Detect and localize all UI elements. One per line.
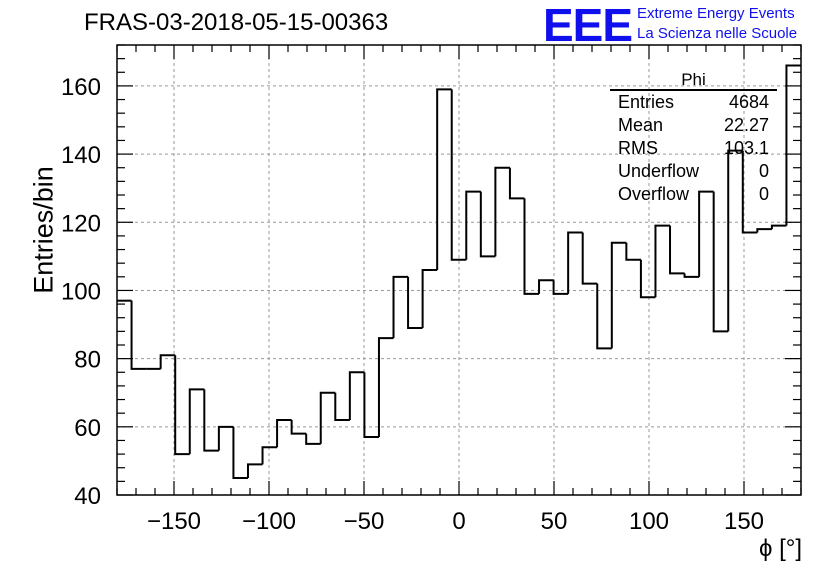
y-axis-label: Entries/bin [28, 166, 59, 294]
stats-row-overflow: Overflow 0 [610, 183, 777, 206]
histogram-bin [261, 446, 278, 465]
x-tick-label: −100 [242, 508, 296, 535]
histogram-bin [567, 231, 583, 294]
histogram-bin [348, 371, 365, 420]
stats-label: Mean [618, 115, 664, 135]
x-tick-label: 150 [724, 508, 764, 535]
y-tick-label: 40 [74, 483, 101, 510]
histogram-bin [508, 167, 525, 200]
x-tick-label: −150 [147, 508, 201, 535]
histogram-bin [203, 389, 219, 452]
x-tick-label: 0 [452, 508, 465, 535]
histogram-bin [421, 269, 438, 328]
histogram-bin [625, 242, 641, 261]
x-axis-label: ϕ [°] [758, 535, 802, 562]
histogram-bin [290, 420, 307, 435]
y-tick-label: 120 [61, 210, 101, 237]
x-tick-label: −50 [344, 508, 385, 535]
histogram-bin [523, 198, 540, 295]
stats-label: Overflow [618, 184, 690, 204]
axis-ticks [116, 44, 802, 496]
stats-title: Phi [610, 70, 777, 91]
histogram-bin [741, 150, 758, 234]
histogram-series [117, 64, 801, 479]
histogram-bin [217, 425, 234, 451]
tick-labels: −150 −100 −50 0 50 100 150 40 60 80 100 120 140 160 [61, 74, 764, 535]
histogram-bin [392, 275, 409, 339]
histogram-bin [479, 191, 496, 258]
histogram-bin [377, 337, 394, 438]
y-tick-label: 140 [61, 142, 101, 169]
logo-line-2: La Scienza nelle Scuole [637, 25, 798, 42]
histogram-bin [756, 228, 772, 233]
stats-row-rms: RMS 103.1 [610, 137, 777, 160]
histogram-bin [436, 88, 452, 270]
histogram-bin [232, 426, 248, 479]
x-tick-label: 50 [541, 508, 568, 535]
histogram-bin [159, 354, 176, 369]
y-tick-label: 60 [74, 415, 101, 442]
stats-label: Entries [618, 92, 675, 112]
y-tick-label: 80 [74, 347, 101, 374]
histogram-bin [319, 391, 336, 444]
y-tick-label: 160 [61, 74, 101, 101]
stats-row-underflow: Underflow 0 [610, 160, 777, 183]
histogram-bin [785, 64, 801, 226]
histogram-bin [596, 283, 612, 350]
stats-value: 103.1 [723, 138, 769, 158]
eee-logo: EEE [543, 0, 633, 51]
histogram-bin [246, 463, 263, 478]
y-tick-label: 100 [61, 278, 101, 305]
chart-title: FRAS-03-2018-05-15-00363 [84, 9, 389, 36]
histogram-bin [552, 280, 569, 295]
histogram-bin [610, 241, 627, 349]
stats-value: 22.27 [723, 115, 769, 135]
histogram-bin [581, 232, 598, 285]
logo-line-1: Extreme Energy Events [637, 5, 795, 22]
stats-value: 0 [758, 184, 769, 204]
histogram-bin [334, 392, 350, 421]
histogram-bin [407, 276, 423, 329]
histogram-bin [538, 279, 554, 294]
histogram-bin [712, 191, 729, 333]
stats-row-entries: Entries 4684 [610, 91, 777, 114]
stats-row-mean: Mean 22.27 [610, 114, 777, 137]
histogram-bin [450, 89, 467, 261]
histogram-bin [174, 355, 190, 456]
stats-label: RMS [618, 138, 658, 158]
histogram-bin [669, 225, 685, 275]
histogram-bin [130, 300, 147, 370]
histogram-bin [276, 419, 292, 448]
histogram-bin [363, 372, 379, 439]
stats-label: Underflow [618, 161, 700, 181]
histogram-bin [305, 433, 321, 445]
histogram-bin [494, 166, 510, 257]
grid [117, 45, 801, 496]
histogram-bin [770, 224, 787, 230]
histogram-bin [683, 273, 700, 278]
histogram-bin [639, 259, 656, 299]
histogram-bin [188, 388, 205, 455]
histogram-bin [465, 190, 481, 260]
x-tick-label: 100 [629, 508, 669, 535]
stats-value: 0 [758, 161, 769, 181]
histogram-bin [727, 149, 743, 332]
stats-box: Phi Entries 4684 Mean 22.27 RMS 103.1 Un… [610, 70, 777, 206]
histogram-bin [654, 224, 671, 298]
stats-value: 4684 [728, 92, 769, 112]
histogram-bin [698, 190, 714, 277]
